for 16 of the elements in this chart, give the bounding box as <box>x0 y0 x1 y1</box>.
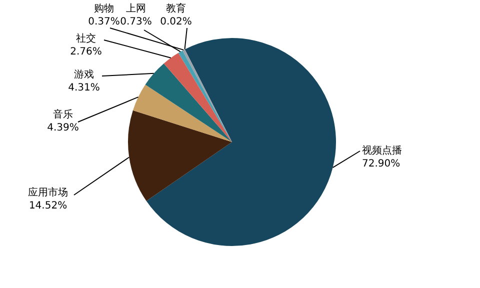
data-label: 0.02% <box>160 16 192 28</box>
data-label: 14.52% <box>28 200 68 212</box>
data-label: 0.37% <box>88 16 120 28</box>
slice-label: 游戏 <box>74 68 94 81</box>
slice-label: 应用市场 <box>28 186 68 199</box>
slice-label: 社交 <box>76 32 96 45</box>
slice-label: 上网 <box>126 2 146 15</box>
data-label: 2.76% <box>70 46 102 58</box>
slice-label: 视频点播 <box>362 144 402 157</box>
data-label: 72.90% <box>362 158 400 170</box>
slice-label: 音乐 <box>53 108 73 121</box>
data-label: 4.39% <box>47 122 79 134</box>
data-label: 4.31% <box>68 82 100 94</box>
data-label: 0.73% <box>120 16 152 28</box>
slice-label: 购物 <box>94 4 114 15</box>
slice-label: 教育 <box>166 2 186 15</box>
